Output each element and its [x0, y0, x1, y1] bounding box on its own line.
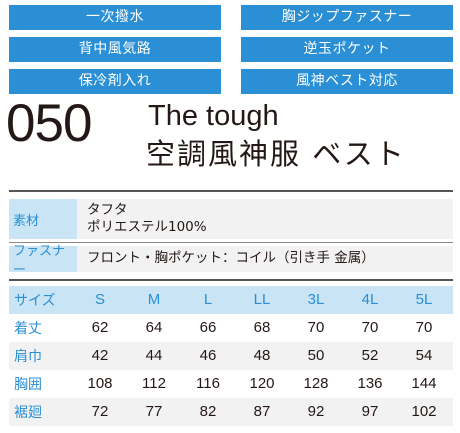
table-cell: 48: [253, 347, 271, 364]
table-cell: 54: [415, 347, 433, 364]
table-cell: 62: [91, 319, 109, 336]
table-cell: 116: [196, 375, 220, 392]
table-row: 裾廻 72 77 82 87 92 97 102: [9, 398, 453, 426]
product-title-jp: 空調風神服 ベスト: [146, 137, 406, 171]
table-cell: 52: [361, 347, 379, 364]
table-cell: 50: [307, 347, 325, 364]
table-cell: 64: [145, 319, 163, 336]
table-cell: 70: [361, 319, 379, 336]
table-cell: 46: [199, 347, 217, 364]
size-table-header-row: サイズ S M L LL 3L 4L 5L: [9, 286, 453, 314]
table-cell: 70: [415, 319, 433, 336]
table-cell: 87: [253, 403, 271, 420]
spec-row-material: 素材 タフタ ポリエステル100%: [9, 199, 453, 239]
row-label: 胸囲: [14, 377, 42, 393]
table-cell: 136: [357, 375, 383, 392]
spec-label-fastener: ファスナー: [9, 244, 77, 278]
table-cell: 92: [307, 403, 325, 420]
spec-material-line-2: ポリエステル100%: [87, 219, 207, 235]
table-cell: 68: [253, 319, 271, 336]
spec-values-material: タフタ ポリエステル100%: [87, 202, 207, 236]
table-row: 着丈 62 64 66 68 70 70 70: [9, 314, 453, 342]
divider: [9, 190, 453, 192]
spec-value-fastener: フロント・胸ポケット：コイル（引き手 金属）: [87, 250, 375, 266]
spec-material-line-1: タフタ: [87, 202, 128, 218]
feature-badge-chest-zip: 胸ジップファスナー: [241, 5, 453, 30]
size-header-cell: 4L: [361, 291, 379, 308]
table-row: 胸囲 108 112 116 120 128 136 144: [9, 370, 453, 398]
table-cell: 102: [411, 403, 437, 420]
table-cell: 97: [361, 403, 379, 420]
table-cell: 70: [307, 319, 325, 336]
feature-badge-fujin-vest-compatible: 風神ベスト対応: [241, 69, 453, 94]
row-label: 肩巾: [14, 349, 42, 365]
size-header-cell: LL: [253, 291, 271, 308]
table-cell: 112: [142, 375, 166, 392]
size-header-cell: 3L: [307, 291, 325, 308]
size-header-cell: 5L: [415, 291, 433, 308]
table-cell: 144: [411, 375, 437, 392]
feature-badge-inverted-pocket: 逆玉ポケット: [241, 37, 453, 62]
size-header-cell: L: [203, 291, 213, 308]
table-cell: 108: [87, 375, 113, 392]
size-header-cell: M: [147, 291, 161, 308]
table-cell: 120: [249, 375, 275, 392]
feature-badge-ice-pack-holder: 保冷剤入れ: [9, 69, 221, 94]
row-label: 着丈: [14, 321, 42, 337]
spec-label-material: 素材: [9, 199, 77, 239]
table-cell: 66: [199, 319, 217, 336]
table-cell: 77: [145, 403, 163, 420]
table-cell: 128: [303, 375, 329, 392]
spec-row-fastener: ファスナー フロント・胸ポケット：コイル（引き手 金属）: [9, 244, 453, 278]
row-label: 裾廻: [14, 405, 42, 421]
product-title-en: The tough: [148, 100, 279, 132]
feature-badge-water-repellent: 一次撥水: [9, 5, 221, 30]
divider: [9, 242, 453, 243]
table-row: 肩巾 42 44 46 48 50 52 54: [9, 342, 453, 370]
divider: [9, 279, 453, 281]
table-cell: 72: [91, 403, 109, 420]
table-cell: 82: [199, 403, 217, 420]
model-number: 050: [6, 94, 92, 153]
size-header-cell: S: [94, 291, 105, 308]
table-cell: 42: [91, 347, 109, 364]
size-header-label: サイズ: [14, 293, 56, 309]
feature-badge-back-airway: 背中風気路: [9, 37, 221, 62]
table-cell: 44: [145, 347, 163, 364]
